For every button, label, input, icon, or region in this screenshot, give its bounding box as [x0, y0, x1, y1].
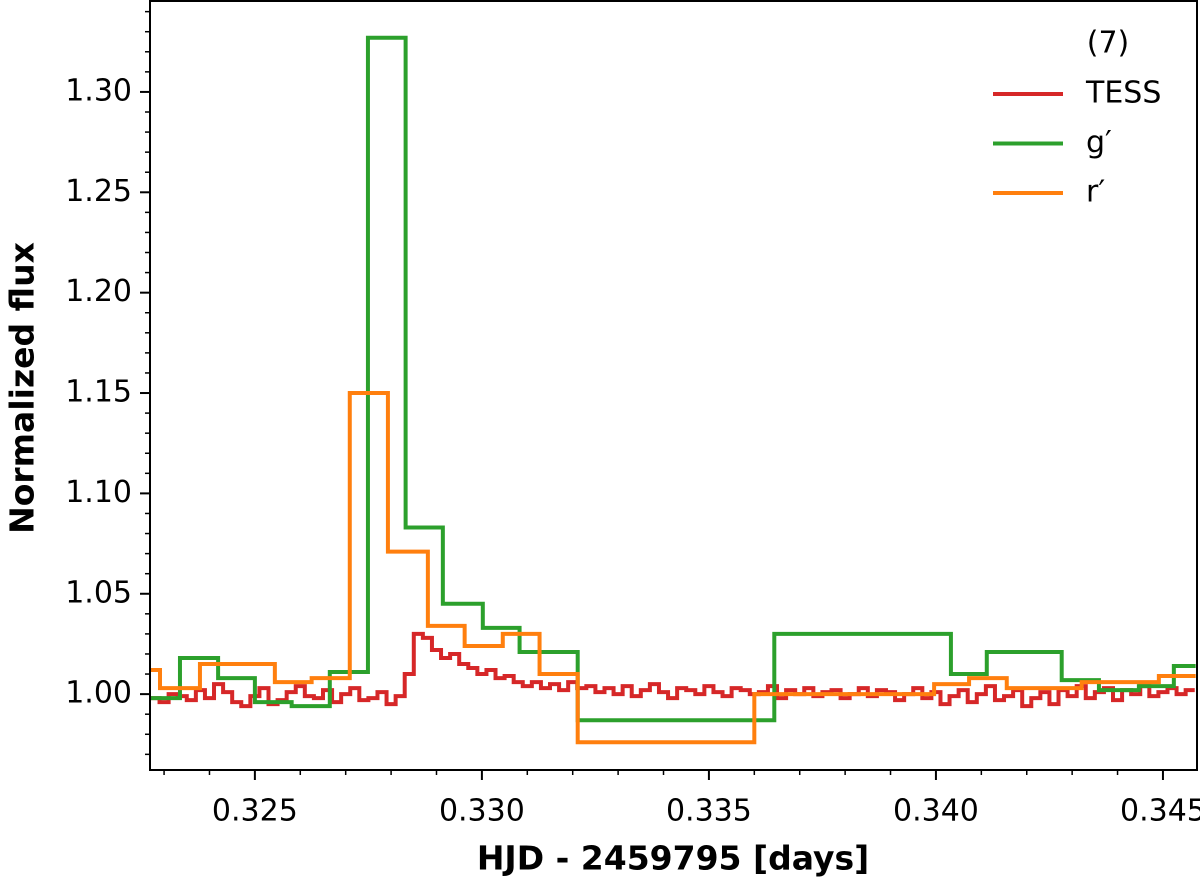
legend-title: (7)	[1087, 26, 1130, 61]
y-tick-label: 1.10	[65, 475, 132, 510]
legend-label: r′	[1086, 175, 1105, 210]
y-axis-label: Normalized flux	[3, 242, 42, 534]
legend-label: TESS	[1085, 76, 1161, 111]
step-line	[150, 35, 1196, 723]
plot-area	[150, 35, 1196, 745]
x-tick-label: 0.345	[1120, 794, 1200, 829]
x-tick-label: 0.335	[666, 794, 752, 829]
step-line	[150, 631, 1195, 709]
x-axis-label: HJD - 2459795 [days]	[477, 839, 869, 878]
y-tick-label: 1.15	[65, 375, 132, 410]
x-tick-label: 0.340	[893, 794, 979, 829]
plot-frame	[149, 0, 1198, 771]
x-tick-label: 0.330	[439, 794, 525, 829]
y-tick-label: 1.25	[65, 174, 132, 209]
y-tick-label: 1.20	[65, 274, 132, 309]
y-tick-label: 1.05	[65, 575, 132, 610]
y-tick-label: 1.30	[65, 73, 132, 108]
x-tick-label: 0.325	[212, 794, 298, 829]
y-tick-label: 1.00	[65, 676, 132, 711]
legend-label: g′	[1086, 125, 1112, 160]
step-line	[150, 391, 1196, 745]
